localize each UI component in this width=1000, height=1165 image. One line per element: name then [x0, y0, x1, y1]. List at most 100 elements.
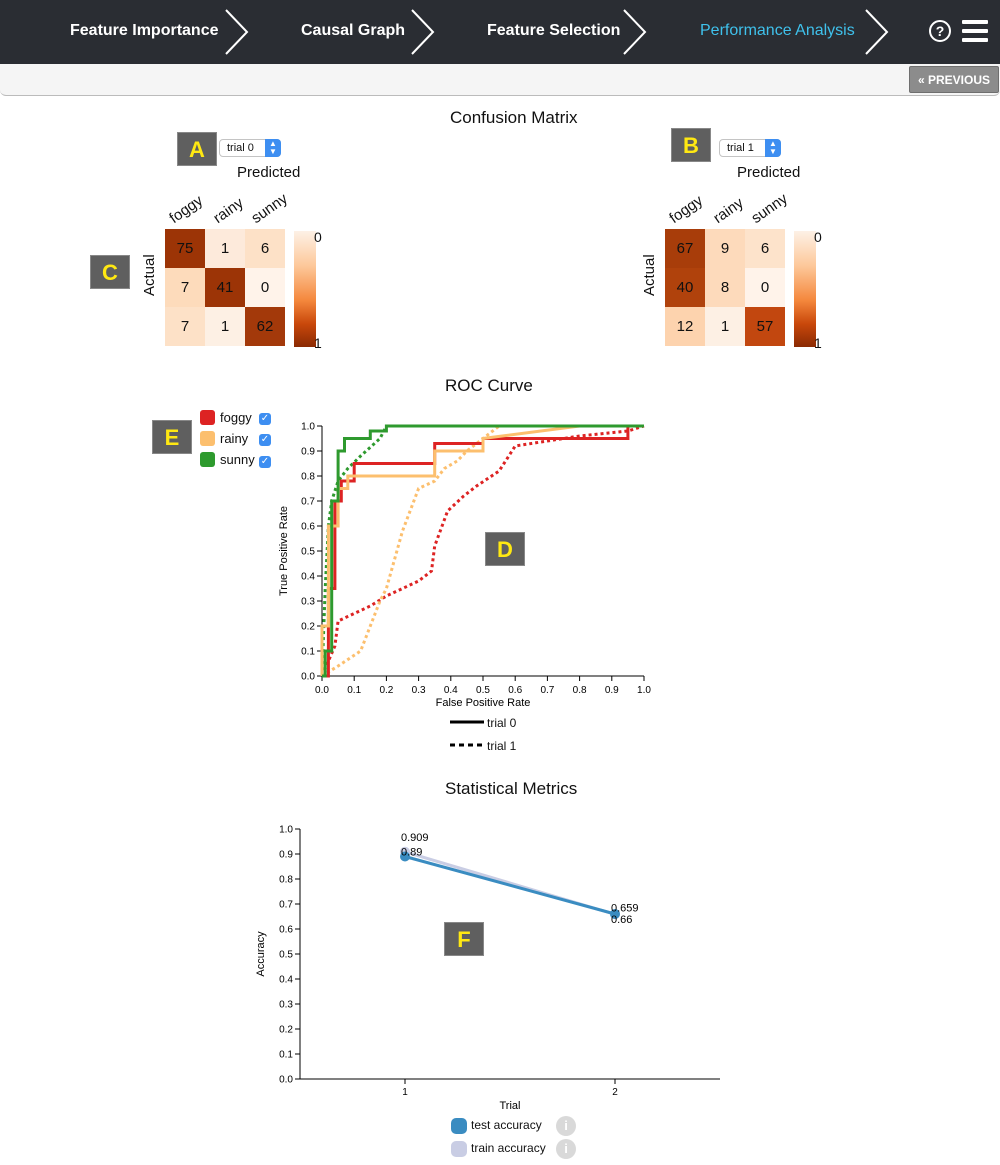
- step-performance-analysis[interactable]: Performance Analysis: [700, 22, 855, 39]
- toolbar: [0, 64, 1000, 96]
- matrix-cell: 1: [705, 307, 745, 346]
- matrix-cell: 57: [745, 307, 785, 346]
- actual-axis-label: Actual: [141, 254, 158, 296]
- trial-select-value: trial 0: [227, 142, 254, 154]
- x-tick-label: 0.7: [540, 685, 554, 696]
- x-tick-label: 0.8: [573, 685, 587, 696]
- rainy-checkbox[interactable]: ✓: [259, 434, 271, 446]
- y-tick-label: 0.8: [279, 875, 293, 886]
- y-tick-label: 0.5: [279, 950, 293, 961]
- y-tick-label: 0.7: [301, 497, 315, 508]
- column-label-foggy: foggy: [166, 192, 207, 227]
- previous-button[interactable]: « PREVIOUS: [909, 66, 999, 93]
- annotation-marker-a: A: [177, 132, 217, 166]
- metrics-point-test-accuracy: [610, 909, 620, 919]
- legend-swatch-test-accuracy: [451, 1118, 467, 1134]
- y-tick-label: 0.5: [301, 547, 315, 558]
- x-tick-label: 0.5: [476, 685, 490, 696]
- y-tick-label: 0.9: [301, 447, 315, 458]
- y-tick-label: 0.8: [301, 472, 315, 483]
- matrix-cell: 41: [205, 268, 245, 307]
- y-tick-label: 0.9: [279, 850, 293, 861]
- matrix-cell: 6: [245, 229, 285, 268]
- y-tick-label: 0.4: [279, 975, 293, 986]
- y-tick-label: 0.3: [301, 597, 315, 608]
- statistical-metrics-chart: 0.0 0.1 0.2 0.3 0.4 0.5 0.6 0.7 0.8 0.9 1.0 1 2 Trial…: [255, 825, 720, 1112]
- column-label-foggy: foggy: [666, 192, 707, 227]
- roc-series-rainy-trial-1: [321, 424, 644, 678]
- step-feature-importance[interactable]: Feature Importance: [70, 22, 219, 39]
- matrix-cell: 62: [245, 307, 285, 346]
- trial-select-left[interactable]: trial 0 ▲ ▼: [219, 139, 281, 157]
- column-label-rainy: rainy: [710, 194, 747, 227]
- roc-series-foggy-trial-0: [322, 424, 644, 678]
- actual-axis-label: Actual: [641, 254, 658, 296]
- predicted-axis-label: Predicted: [737, 164, 801, 181]
- x-tick-label: 0.1: [347, 685, 361, 696]
- x-axis-title: Trial: [500, 1100, 521, 1112]
- color-scale-bar: [794, 231, 816, 347]
- annotation-marker-b: B: [671, 128, 711, 162]
- chevron-right-icon: [225, 9, 249, 55]
- legend-swatch-train-accuracy: [451, 1141, 467, 1157]
- y-tick-label: 0.6: [279, 925, 293, 936]
- roc-curve-title: ROC Curve: [445, 376, 533, 395]
- x-tick-label: 0.0: [315, 685, 329, 696]
- x-axis-title: False Positive Rate: [436, 697, 531, 709]
- legend-label-foggy: foggy: [220, 410, 252, 425]
- roc-curve-chart: 0.0 0.1 0.2 0.3 0.4 0.5 0.6 0.7 0.8 0.9 1.0 0.0 0.1 0…: [278, 422, 651, 710]
- matrix-cell: 8: [705, 268, 745, 307]
- help-icon[interactable]: ?: [929, 20, 951, 42]
- hamburger-menu-icon[interactable]: [962, 20, 988, 42]
- metrics-point-test-accuracy: [400, 851, 410, 862]
- matrix-cell: 67: [665, 229, 705, 268]
- matrix-cell: 12: [665, 307, 705, 346]
- sunny-checkbox[interactable]: ✓: [259, 456, 271, 468]
- legend-swatch-sunny: [200, 452, 215, 467]
- step-feature-selection[interactable]: Feature Selection: [487, 22, 621, 39]
- matrix-cell: 0: [245, 268, 285, 307]
- legend-label-train-accuracy: train accuracy: [471, 1141, 546, 1155]
- color-scale-max-label: 1: [814, 335, 822, 351]
- y-tick-label: 1.0: [301, 422, 315, 433]
- roc-series-foggy-trial-1: [320, 424, 645, 677]
- x-tick-label: 0.9: [605, 685, 619, 696]
- y-tick-label: 1.0: [279, 825, 293, 836]
- y-tick-label: 0.4: [301, 572, 315, 583]
- select-arrows-icon: ▲ ▼: [765, 139, 781, 157]
- matrix-cell: 1: [205, 229, 245, 268]
- legend-label-trial-1: trial 1: [487, 739, 517, 753]
- column-label-sunny: sunny: [248, 190, 291, 227]
- matrix-cell: 40: [665, 268, 705, 307]
- y-tick-label: 0.3: [279, 1000, 293, 1011]
- info-icon[interactable]: i: [556, 1116, 576, 1136]
- x-tick-label: 0.3: [412, 685, 426, 696]
- data-label: 0.659: [611, 902, 639, 914]
- annotation-marker-f: F: [444, 922, 484, 956]
- foggy-checkbox[interactable]: ✓: [259, 413, 271, 425]
- y-tick-label: 0.0: [301, 672, 315, 683]
- statistical-metrics-title: Statistical Metrics: [445, 779, 578, 798]
- x-tick-label: 1: [402, 1087, 408, 1098]
- data-label: 0.66: [611, 914, 632, 926]
- info-icon[interactable]: i: [556, 1139, 576, 1159]
- chevron-right-icon: [411, 9, 435, 55]
- trial-select-value: trial 1: [727, 142, 754, 154]
- roc-series-sunny-trial-0: [322, 424, 644, 678]
- roc-series-sunny-trial-1: [320, 424, 644, 677]
- x-tick-label: 0.2: [379, 685, 393, 696]
- x-tick-label: 0.4: [444, 685, 458, 696]
- annotation-marker-d: D: [485, 532, 525, 566]
- color-scale-bar: [294, 231, 316, 347]
- step-causal-graph[interactable]: Causal Graph: [301, 22, 406, 39]
- select-arrows-icon: ▲ ▼: [265, 139, 281, 157]
- matrix-cell: 6: [745, 229, 785, 268]
- trial-select-right[interactable]: trial 1 ▲ ▼: [719, 139, 781, 157]
- top-navigation-bar: Feature Importance Causal Graph Feature …: [0, 0, 1000, 64]
- annotation-marker-c: C: [90, 255, 130, 289]
- y-axis-title: Accuracy: [255, 931, 267, 977]
- matrix-cell: 9: [705, 229, 745, 268]
- y-axis-title: True Positive Rate: [278, 506, 290, 596]
- annotation-marker-e: E: [152, 420, 192, 454]
- legend-swatch-rainy: [200, 431, 215, 446]
